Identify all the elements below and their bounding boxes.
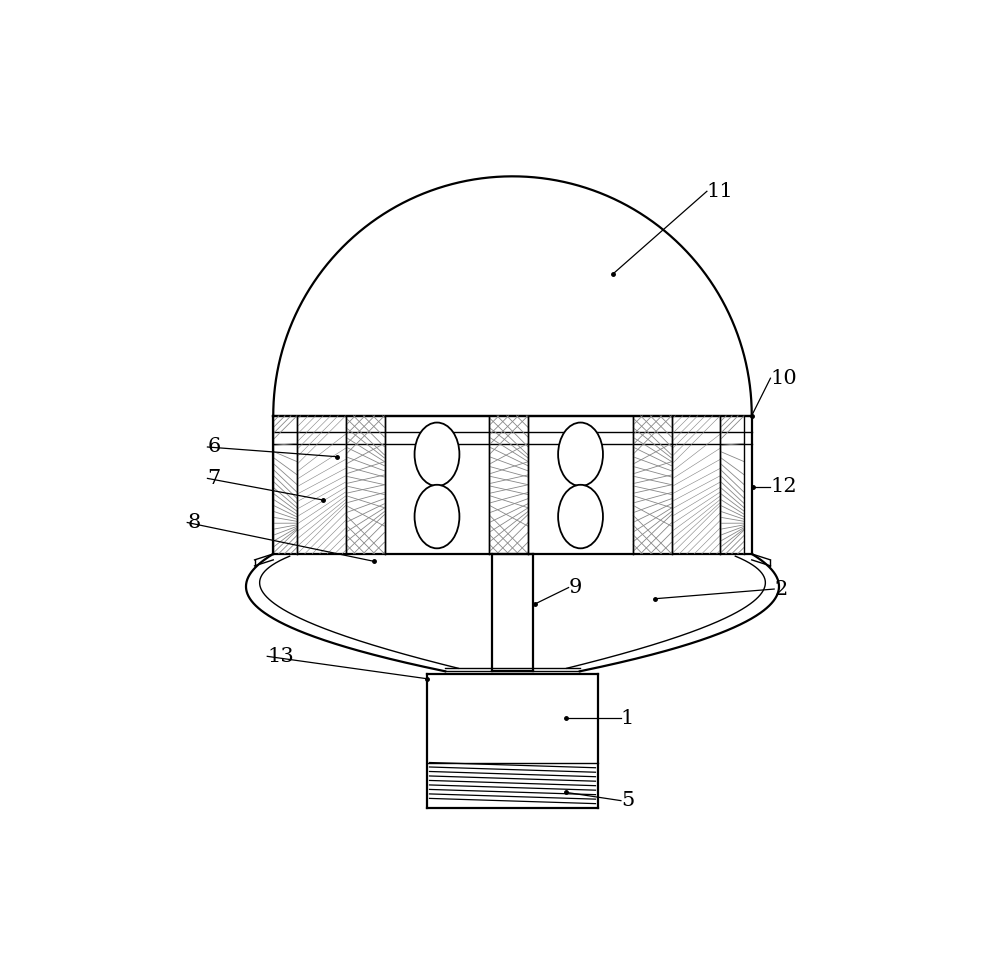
Text: 13: 13 [267, 647, 294, 666]
Ellipse shape [415, 485, 459, 549]
Text: 1: 1 [621, 709, 634, 728]
Text: 5: 5 [621, 791, 634, 810]
Text: 6: 6 [207, 438, 221, 456]
Text: 12: 12 [770, 477, 797, 496]
Ellipse shape [558, 422, 603, 486]
Ellipse shape [415, 422, 459, 486]
Text: 10: 10 [770, 369, 797, 387]
Text: 9: 9 [569, 578, 582, 597]
Text: 2: 2 [774, 580, 787, 598]
Text: 7: 7 [207, 469, 221, 487]
Text: 11: 11 [707, 182, 734, 201]
Text: 8: 8 [187, 513, 201, 532]
Ellipse shape [558, 485, 603, 549]
